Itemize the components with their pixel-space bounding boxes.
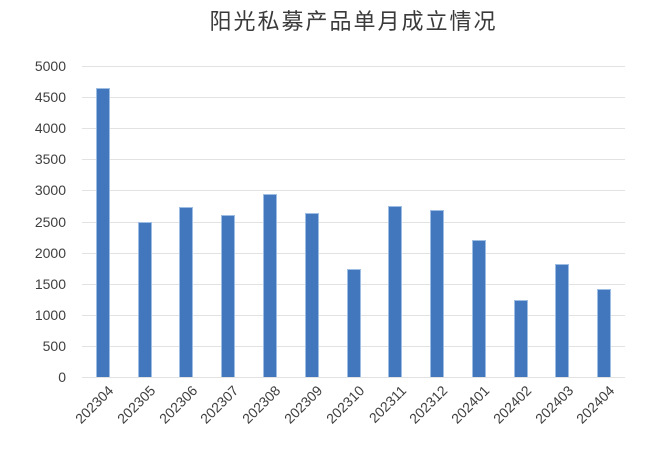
x-tick-label-text: 202308 <box>239 382 284 427</box>
bar-202307 <box>221 214 236 377</box>
gridline <box>82 128 625 130</box>
y-tick-label: 3000 <box>34 182 66 199</box>
x-tick-label-text: 202401 <box>448 382 493 427</box>
y-tick-label: 0 <box>58 369 66 385</box>
y-tick-label: 2500 <box>34 213 66 230</box>
bar-202311 <box>388 205 403 377</box>
bar-202402 <box>513 299 528 377</box>
x-tick-label-text: 202304 <box>72 382 117 427</box>
plot-area <box>82 66 625 378</box>
bar-202401 <box>471 239 486 377</box>
y-tick-label: 3500 <box>34 151 66 168</box>
x-tick-label-text: 202309 <box>280 382 326 427</box>
y-tick-label: 4000 <box>34 120 66 137</box>
x-tick-label-text: 202403 <box>531 382 576 427</box>
bar-202310 <box>346 269 361 377</box>
x-tick-label-text: 202310 <box>322 382 368 427</box>
bar-202304 <box>95 88 110 377</box>
x-tick-label-text: 202311 <box>365 382 409 426</box>
chart-title: 阳光私募产品单月成立情况 <box>209 9 498 34</box>
bar-202306 <box>179 207 194 377</box>
gridline <box>82 221 625 223</box>
gridline <box>82 159 625 161</box>
y-tick-label: 500 <box>42 337 66 354</box>
y-tick-label: 4500 <box>34 89 66 106</box>
bar-202305 <box>137 222 152 377</box>
y-tick-label: 1500 <box>34 275 66 292</box>
gridline <box>82 97 625 99</box>
y-tick-label: 1000 <box>34 306 66 323</box>
x-tick-label-text: 202307 <box>197 382 242 427</box>
y-tick-label: 2000 <box>34 244 66 261</box>
gridline <box>82 377 625 378</box>
x-tick-label-text: 202402 <box>489 382 535 427</box>
x-tick-label-text: 202306 <box>155 382 201 427</box>
gridline <box>82 190 625 192</box>
bar-202309 <box>304 212 319 377</box>
x-tick-label-text: 202312 <box>406 382 451 427</box>
bar-202404 <box>597 288 612 377</box>
bar-202308 <box>262 194 277 377</box>
gridline <box>82 252 625 254</box>
bar-202312 <box>430 209 445 377</box>
x-tick-label-text: 202305 <box>113 382 159 427</box>
gridline <box>82 66 625 67</box>
x-tick-label-text: 202404 <box>573 382 618 427</box>
y-tick-label: 5000 <box>34 58 66 74</box>
bar-202403 <box>555 264 570 377</box>
